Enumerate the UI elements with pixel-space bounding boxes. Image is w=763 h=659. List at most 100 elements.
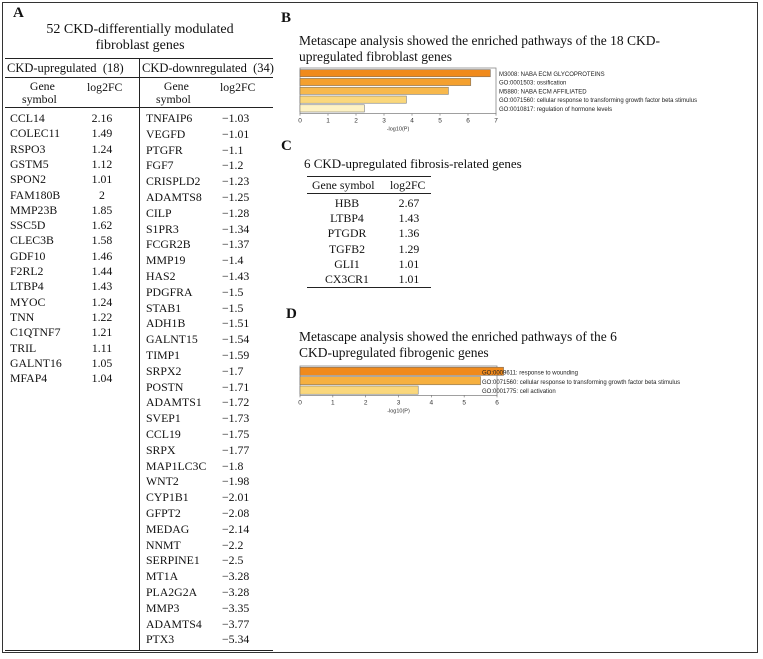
up-log2fc: 1.46 [91, 248, 113, 263]
d-bar [299, 385, 419, 395]
b-category-label: GO:0001503: ossification [499, 81, 566, 87]
b-bar [299, 104, 365, 113]
down-log2fc: −1.2 [222, 158, 244, 173]
panel-b-chart: M3008: NABA ECM GLYCOPROTEINS GO:0001503:… [294, 64, 744, 141]
b-tick-label: 6 [466, 118, 470, 125]
b-tick-label: 2 [354, 118, 358, 125]
c-rule-header [307, 193, 431, 194]
d-xlabel: -log10(P) [387, 408, 410, 414]
d-tick-label: 6 [495, 399, 499, 406]
up-log2fc: 1.04 [91, 371, 113, 386]
up-log2fc: 2 [99, 187, 105, 202]
up-gene-symbol: RSPO3 [10, 141, 46, 156]
up-log2fc: 1.21 [91, 325, 113, 340]
up-log2fc: 1.62 [91, 218, 113, 233]
up-gene-symbol: COLEC11 [10, 126, 61, 141]
b-bar [299, 95, 407, 104]
up-gene-symbol: F2RL2 [10, 264, 44, 278]
up-gene-symbol: CLEC3B [10, 233, 54, 248]
down-log2fc: −3.28 [222, 585, 250, 599]
down-gene-symbol: GFPT2 [146, 506, 181, 520]
down-gene-symbol: HAS2 [146, 269, 176, 283]
c-rule-top [307, 176, 431, 177]
down-log2fc: −1.75 [222, 427, 250, 441]
down-gene-symbol: MT1A [146, 569, 179, 584]
c-log2fc: 1.36 [398, 226, 420, 241]
panel-a-letter: A [13, 5, 24, 21]
down-log2fc: −1.5 [222, 284, 244, 299]
down-log2fc: −1.34 [222, 221, 250, 236]
up-gene-symbol: GSTM5 [10, 156, 49, 171]
up-log2fc: 1.11 [91, 340, 113, 355]
down-log2fc: −1.8 [222, 458, 244, 473]
down-gene-symbol: ADAMTS1 [146, 395, 202, 410]
down-col-gene: Gene symbol [156, 79, 191, 106]
down-gene-symbol: CYP1B1 [146, 490, 189, 505]
down-gene-symbol: SVEP1 [146, 411, 181, 426]
down-gene-symbol: SRPX [146, 442, 176, 457]
panel-a-title-line1: 52 CKD-differentially modulated [46, 22, 234, 37]
down-log2fc: −1.25 [222, 190, 250, 204]
up-log2fc: 1.44 [91, 264, 113, 278]
up-gene-symbol: GALNT16 [10, 355, 62, 370]
b-tick-label: 5 [438, 118, 442, 125]
up-gene-symbol: CCL14 [10, 111, 45, 125]
down-log2fc: −1.03 [222, 111, 250, 125]
down-gene-symbol: GALNT15 [146, 332, 198, 347]
up-log2fc: 1.43 [91, 279, 113, 294]
b-category-label: GO:0010817: regulation of hormone levels [499, 107, 612, 113]
up-gene-symbol: MYOC [10, 294, 46, 309]
down-gene-symbol: TNFAIP6 [146, 111, 193, 125]
down-gene-symbol: CRISPLD2 [146, 174, 201, 189]
down-log2fc: −1.54 [222, 332, 250, 347]
d-category-label: GO:0001775: cell activation [482, 389, 556, 395]
b-tick-label: 7 [494, 118, 498, 125]
panel-c-title: 6 CKD-upregulated fibrosis-related genes [304, 156, 522, 171]
down-log2fc: −1.51 [222, 316, 250, 331]
panel-d-chart: GO:0009611: response to wounding GO:00715… [294, 364, 754, 419]
up-log2fc: 1.49 [91, 126, 113, 141]
down-gene-symbol: NNMT [146, 537, 181, 552]
down-log2fc: −2.5 [222, 553, 244, 568]
down-log2fc: −2.14 [222, 521, 250, 536]
down-gene-symbol: PLA2G2A [146, 585, 198, 599]
down-gene-symbol: ADH1B [146, 316, 186, 331]
b-tick-label: 4 [410, 118, 414, 125]
c-gene-symbol: PTGDR [327, 226, 367, 241]
up-log2fc: 1.85 [91, 202, 113, 217]
up-gene-symbol: SPON2 [10, 172, 47, 187]
b-category-label: GO:0071560: cellular response to transfo… [499, 98, 697, 104]
up-log2fc: 1.01 [91, 172, 113, 187]
down-log2fc: −2.08 [222, 506, 250, 520]
down-gene-symbol: MAP1LC3C [146, 458, 207, 473]
b-category-label: M5880: NABA ECM AFFILIATED [499, 89, 587, 95]
down-log2fc: −1.72 [222, 395, 250, 410]
up-gene-symbol: MFAP4 [10, 371, 48, 386]
panel-d-bar-chart: GO:0009611: response to wounding GO:00715… [298, 365, 680, 414]
down-log2fc: −1.23 [222, 174, 250, 189]
c-log2fc: 1.01 [398, 272, 420, 286]
d-tick-label: 3 [397, 399, 401, 406]
down-log2fc: −2.2 [222, 537, 244, 552]
c-log2fc: 1.01 [398, 256, 420, 271]
down-log2fc: −3.77 [222, 616, 250, 631]
up-log2fc: 1.05 [91, 355, 113, 370]
down-gene-symbol: ADAMTS4 [146, 616, 202, 631]
down-gene-symbol: S1PR3 [146, 221, 179, 236]
up-gene-symbol: TNN [10, 309, 35, 324]
down-log2fc: −5.34 [222, 632, 250, 647]
b-tick-label: 0 [298, 118, 302, 125]
d-tick-label: 0 [298, 399, 302, 406]
down-log2fc: −3.28 [222, 569, 250, 584]
d-category-label: GO:0009611: response to wounding [482, 370, 578, 376]
panel-b-title: Metascape analysis showed the enriched p… [299, 33, 661, 64]
down-log2fc: −1.7 [222, 363, 244, 378]
panel-a-title-line2: fibroblast genes [95, 38, 185, 53]
up-log2fc: 1.58 [91, 233, 113, 248]
up-log2fc: 1.12 [91, 156, 113, 171]
down-log2fc: −1.98 [222, 474, 250, 489]
up-col-fc: log2FC [87, 80, 123, 94]
c-col-fc: log2FC [390, 178, 426, 192]
up-gene-symbol: LTBP4 [10, 279, 44, 294]
down-gene-symbol: CCL19 [146, 427, 181, 441]
